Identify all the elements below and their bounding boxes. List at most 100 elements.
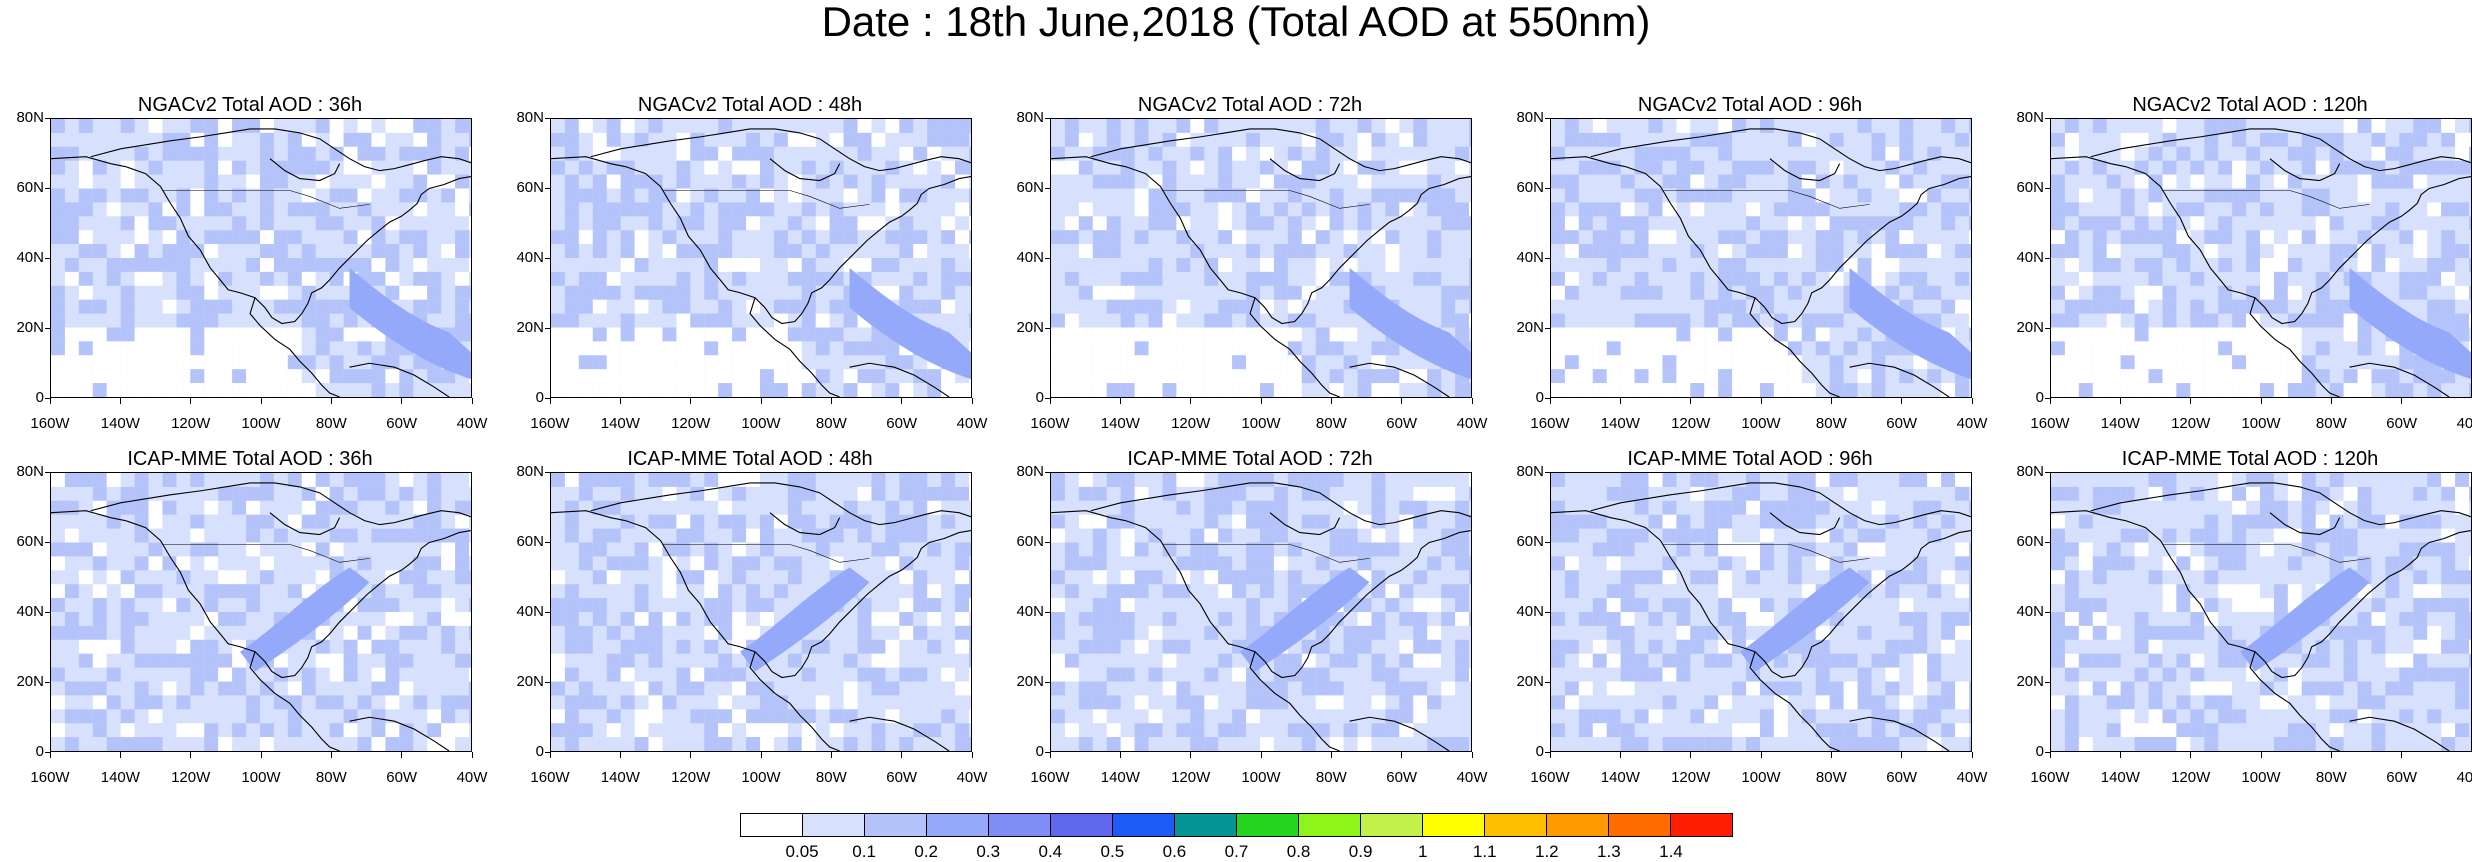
aod-cell: [134, 653, 149, 668]
aod-cell: [2343, 313, 2358, 328]
aod-cell: [955, 486, 970, 501]
aod-cell: [1969, 473, 1971, 487]
aod-cell: [746, 216, 761, 231]
aod-cell: [1787, 216, 1802, 231]
aod-cell: [399, 473, 414, 487]
aod-cell: [1441, 299, 1456, 314]
aod-cell: [2148, 653, 2163, 668]
aod-cell: [2218, 119, 2233, 133]
x-tick-label: 140W: [2100, 769, 2140, 786]
aod-cell: [1078, 737, 1093, 751]
x-tick-label: 120W: [171, 415, 211, 432]
aod-cell: [1343, 160, 1358, 175]
aod-cell: [1218, 473, 1233, 487]
aod-cell: [2092, 230, 2107, 245]
aod-cell: [92, 598, 107, 612]
aod-cell: [2190, 625, 2205, 640]
aod-cell: [801, 258, 816, 272]
x-tick-mark: [1330, 398, 1332, 404]
aod-cell: [218, 355, 233, 370]
y-tick-mark: [45, 611, 50, 613]
aod-cell: [1399, 709, 1414, 724]
aod-cell: [2204, 355, 2219, 370]
aod-cell: [1941, 695, 1956, 710]
aod-cell: [232, 612, 247, 626]
y-tick-label: 40N: [516, 249, 544, 266]
aod-cell: [218, 667, 233, 682]
aod-cell: [1106, 639, 1121, 654]
aod-cell: [787, 216, 802, 231]
aod-cell: [801, 160, 816, 175]
aod-cell: [1148, 625, 1163, 640]
y-tick-label: 20N: [1016, 319, 1044, 336]
aod-cell: [2371, 639, 2386, 654]
aod-cell: [1287, 285, 1302, 300]
aod-cell: [1385, 667, 1400, 682]
coastline: [749, 297, 840, 397]
aod-cell: [718, 653, 733, 668]
aod-cell: [1455, 383, 1470, 397]
coastline: [2090, 482, 2471, 526]
y-tick-mark: [545, 611, 550, 613]
aod-cell: [1162, 473, 1177, 487]
aod-cell: [871, 188, 886, 203]
aod-cell: [455, 174, 470, 189]
aod-cell: [1148, 146, 1163, 161]
aod-cell: [843, 119, 858, 133]
aod-cell: [218, 612, 233, 626]
aod-cell: [1455, 653, 1470, 668]
aod-cell: [1120, 341, 1135, 356]
aod-cell: [2051, 369, 2065, 384]
aod-cell: [1871, 216, 1886, 231]
aod-cell: [1857, 542, 1872, 557]
x-tick-label: 140W: [600, 415, 640, 432]
aod-cell: [218, 653, 233, 668]
aod-cell: [1662, 737, 1677, 751]
aod-cell: [564, 230, 579, 245]
aod-cell: [120, 244, 135, 258]
aod-cell: [1871, 146, 1886, 161]
aod-cell: [218, 230, 233, 245]
aod-cell: [2246, 230, 2261, 245]
aod-cell: [2455, 681, 2470, 696]
aod-cell: [704, 625, 719, 640]
aod-cell: [1718, 285, 1733, 300]
coastline: [51, 156, 471, 325]
aod-cell: [1885, 258, 1900, 272]
aod-cell: [1260, 216, 1274, 231]
colorbar-level-label: 1: [1417, 842, 1428, 861]
x-tick-label: 40W: [2456, 769, 2472, 786]
aod-cell: [2092, 653, 2107, 668]
aod-cell: [1078, 695, 1093, 710]
aod-cell: [78, 369, 93, 384]
aod-cell: [927, 598, 942, 612]
aod-cell: [718, 500, 733, 515]
y-tick-mark: [45, 681, 50, 683]
aod-cell: [941, 514, 956, 529]
aod-cell: [1246, 473, 1261, 487]
aod-cell: [1218, 230, 1233, 245]
x-tick-label: 60W: [386, 415, 418, 432]
aod-cell: [969, 216, 971, 231]
aod-cell: [120, 625, 135, 640]
aod-cell: [134, 355, 149, 370]
aod-cell: [78, 244, 93, 258]
aod-cell: [871, 473, 886, 487]
aod-cell: [1343, 230, 1358, 245]
y-tick-mark: [45, 117, 50, 119]
aod-cell: [1606, 383, 1621, 397]
aod-cell: [2190, 723, 2205, 738]
aod-cell: [1564, 230, 1579, 245]
aod-cell: [634, 612, 649, 626]
aod-cell: [2371, 612, 2386, 626]
aod-cell: [704, 570, 719, 585]
aod-cell: [1829, 695, 1844, 710]
aod-cell: [218, 271, 233, 286]
aod-cell: [2134, 737, 2149, 751]
aod-cell: [1564, 132, 1579, 147]
aod-cell: [1051, 473, 1065, 487]
aod-cell: [190, 473, 205, 487]
aod-cell: [1287, 383, 1302, 397]
aod-cell: [92, 653, 107, 668]
aod-cell: [1343, 355, 1358, 370]
